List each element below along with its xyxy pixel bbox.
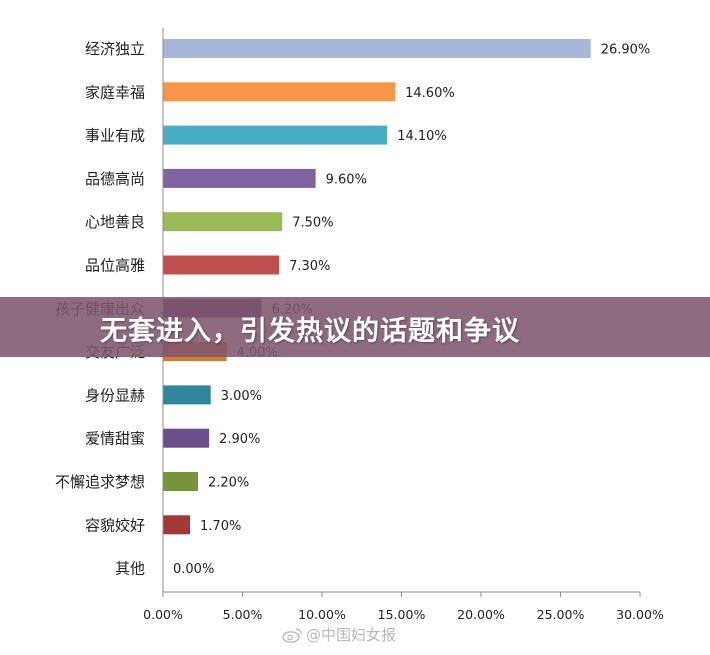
category-label: 经济独立 <box>85 40 145 58</box>
category-label: 身份显赫 <box>85 386 145 404</box>
value-label: 1.70% <box>200 519 241 534</box>
watermark-text: @中国妇女报 <box>306 626 397 644</box>
bar-2 <box>163 82 396 102</box>
category-label: 品德高尚 <box>85 170 145 188</box>
x-tick-label: 15.00% <box>378 607 426 622</box>
x-tick-label: 5.00% <box>223 607 263 622</box>
x-tick-label: 10.00% <box>298 607 346 622</box>
bar-6 <box>163 255 280 275</box>
value-label: 26.90% <box>601 43 651 58</box>
category-label: 爱情甜蜜 <box>85 430 145 448</box>
category-label: 心地善良 <box>85 213 145 231</box>
bar-10 <box>163 428 210 448</box>
category-label: 品位高雅 <box>85 257 145 275</box>
bars-layer <box>163 39 591 535</box>
weibo-icon <box>282 628 302 643</box>
bar-5 <box>163 212 283 232</box>
value-label: 14.60% <box>405 86 455 101</box>
value-label: 14.10% <box>397 129 447 144</box>
x-tick-label: 0.00% <box>143 607 183 622</box>
value-label: 9.60% <box>326 172 367 187</box>
category-label: 家庭幸福 <box>85 83 145 101</box>
bar-1 <box>163 39 591 58</box>
banner-text: 无套进入，引发热议的话题和争议 <box>100 316 520 347</box>
value-label: 3.00% <box>221 389 262 404</box>
x-tick-label: 20.00% <box>457 607 505 622</box>
category-label: 容貌姣好 <box>85 516 145 534</box>
x-tick-label: 30.00% <box>616 607 664 622</box>
value-label: 2.20% <box>208 476 249 491</box>
title-banner: 无套进入，引发热议的话题和争议 <box>0 297 710 357</box>
bar-12 <box>163 515 191 535</box>
value-label: 2.90% <box>219 432 260 447</box>
bar-11 <box>163 472 198 491</box>
category-label: 不懈追求梦想 <box>55 473 145 491</box>
category-label: 事业有成 <box>85 127 145 145</box>
category-label: 其他 <box>115 560 145 578</box>
value-label: 0.00% <box>173 562 214 577</box>
watermark: @中国妇女报 <box>282 624 396 645</box>
bar-4 <box>163 168 316 188</box>
x-axis: 0.00% 5.00% 10.00% 15.00% 20.00% 25.00% 30.00% <box>143 28 664 622</box>
value-label: 7.30% <box>289 259 330 274</box>
bar-3 <box>163 125 388 145</box>
value-label: 7.50% <box>292 216 333 231</box>
x-tick-label: 25.00% <box>537 607 585 622</box>
bar-9 <box>163 385 211 405</box>
